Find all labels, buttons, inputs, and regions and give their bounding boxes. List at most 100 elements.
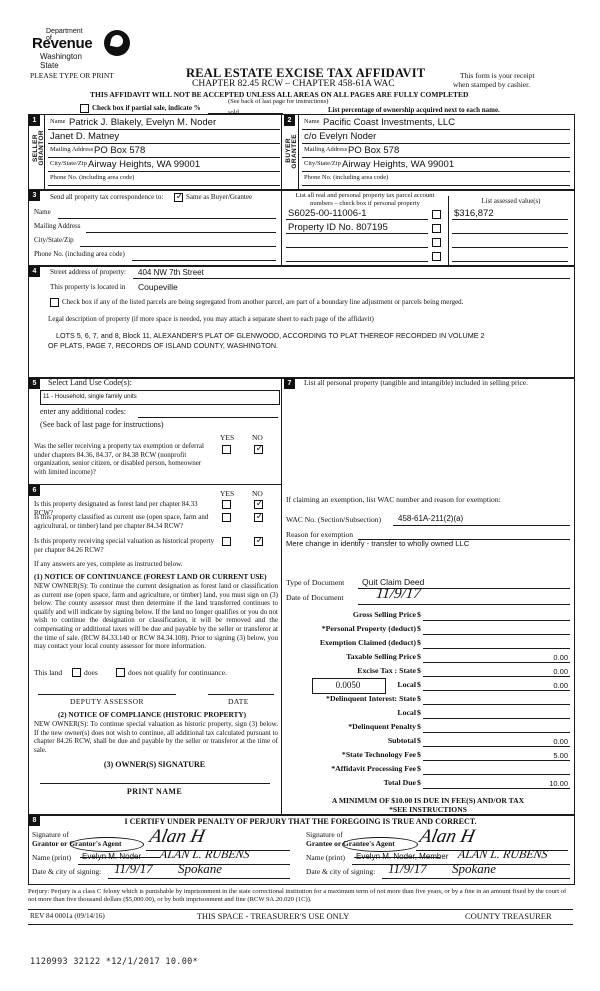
date-of-document-label: Date of Document — [286, 593, 344, 602]
row-label-state-technology-fee: *State Technology Fee — [341, 750, 416, 759]
grantee-name-handwritten: ALAN L. RUBENS — [457, 847, 549, 861]
additional-codes-label: enter any additional codes: — [40, 407, 126, 416]
seller-name-label: Name — [50, 118, 66, 125]
row-value-state-technology-fee[interactable]: 5.00 — [553, 751, 568, 760]
parcel-personal-checkbox-2[interactable] — [432, 224, 441, 233]
grantor-name-handwritten: ALAN L. RUBENS — [159, 847, 251, 861]
same-as-buyer-checkbox[interactable] — [174, 191, 184, 202]
legal-description-line1[interactable]: LOTS 5, 6, 7, and 8, Block 11, ALEXANDER… — [56, 331, 485, 340]
local-rate-field[interactable]: 0.0050 — [312, 678, 386, 694]
notice-compliance-title: (2) NOTICE OF COMPLIANCE (HISTORIC PROPE… — [58, 710, 247, 719]
row-value-total-due[interactable]: 10.00 — [549, 779, 568, 788]
wac-number-value[interactable]: 458-61A-211(2)(a) — [398, 514, 464, 523]
form-revision: REV 84 0001a (09/14/16) — [30, 912, 105, 920]
section6-no-header: NO — [252, 489, 263, 498]
corr-name-label: Name — [34, 208, 51, 216]
legal-description-label: Legal description of property (if more s… — [48, 315, 374, 323]
grantor-signature[interactable]: Alan H — [147, 826, 207, 847]
located-in-label: This property is located in — [50, 283, 126, 291]
grantee-date-value[interactable]: 11/9/17 — [388, 861, 427, 876]
row-value-excise-tax-state[interactable]: 0.00 — [553, 667, 568, 676]
row-label-excise-tax-state: Excise Tax : State — [357, 666, 416, 675]
grantor-date-value[interactable]: 11/9/17 — [114, 861, 153, 876]
forest-land-yes-checkbox[interactable] — [222, 500, 231, 509]
print-name-label: PRINT NAME — [126, 787, 183, 796]
form-subtitle: CHAPTER 82.45 RCW – CHAPTER 458-61A WAC — [192, 79, 395, 89]
local-rate-value: 0.0050 — [335, 680, 361, 690]
reason-for-exemption-value[interactable]: Mere change in identify - transfer to wh… — [286, 539, 470, 548]
land-use-code-field[interactable]: 11 - Household, single family units — [40, 390, 280, 405]
parcel-value-2[interactable]: Property ID No. 807195 — [288, 222, 388, 233]
seller-exemption-no-checkbox[interactable] — [254, 443, 264, 454]
row-label-personal-property: *Personal Property (deduct) — [321, 624, 416, 633]
row-label-delinquent-interest-local: Local — [397, 708, 416, 717]
grantor-city-value[interactable]: Spokane — [178, 861, 223, 876]
reason-for-exemption-label: Reason for exemption — [286, 530, 354, 539]
deputy-assessor-label: DEPUTY ASSESSOR — [70, 697, 144, 706]
seller-mailing-value[interactable]: PO Box 578 — [94, 145, 146, 156]
section6-yes-header: YES — [220, 489, 235, 498]
parcel-personal-checkbox-4[interactable] — [432, 252, 441, 261]
grantee-signature[interactable]: Alan H — [417, 826, 477, 847]
parcel-personal-checkbox-3[interactable] — [432, 238, 441, 247]
perjury-statement: Perjury: Perjury is a class C felony whi… — [28, 888, 567, 903]
historic-property-question: Is this property receiving special valua… — [34, 537, 215, 554]
forest-land-no-checkbox[interactable] — [254, 498, 264, 509]
does-not-label: does not qualify for continuance. — [128, 668, 227, 677]
row-value-subtotal[interactable]: 0.00 — [553, 737, 568, 746]
segregated-label: Check box if any of the listed parcels a… — [62, 298, 464, 306]
forest-land-question: Is this property designated as forest la… — [34, 500, 198, 517]
parcel-value-1[interactable]: S6025-00-11006-1 — [288, 208, 367, 219]
seller-exemption-yes-checkbox[interactable] — [222, 445, 231, 454]
historic-property-yes-checkbox[interactable] — [222, 537, 231, 546]
grantee-city-value[interactable]: Spokane — [452, 861, 497, 876]
historic-property-no-checkbox[interactable] — [254, 535, 264, 546]
grantor-name-label: Name (print) — [32, 853, 71, 862]
receipt-note-line1: This form is your receipt — [460, 71, 535, 80]
correspondence-intro: Send all property tax correspondence to: — [50, 193, 164, 201]
current-use-yes-checkbox[interactable] — [222, 513, 231, 522]
located-in-value[interactable]: Coupeville — [138, 282, 178, 292]
parcel-personal-checkbox-1[interactable] — [432, 210, 441, 219]
partial-sale-checkbox[interactable] — [80, 104, 89, 113]
row-value-excise-tax-local[interactable]: 0.00 — [553, 681, 568, 690]
grantee-signature-label-1: Signature of — [306, 830, 343, 839]
type-of-document-value[interactable]: Quit Claim Deed — [362, 577, 425, 587]
legal-description-line2[interactable]: OF PLATS, PAGE 7, RECORDS OF ISLAND COUN… — [48, 341, 279, 350]
buyer-mailing-value[interactable]: PO Box 578 — [348, 145, 400, 156]
row-label-delinquent-penalty: *Delinquent Penalty — [348, 722, 416, 731]
see-back-instructions-5: (See back of last page for instructions) — [40, 420, 164, 429]
row-value-taxable-selling-price[interactable]: 0.00 — [553, 653, 568, 662]
grantee-name-value[interactable]: Evelyn M. Noder, Member — [356, 852, 448, 861]
segregated-checkbox[interactable] — [50, 298, 59, 307]
seller-citystatezip-value[interactable]: Airway Heights, WA 99001 — [88, 159, 201, 170]
receipt-note-line2: when stamped by cashier. — [453, 80, 531, 89]
notice-continuance-title: (1) NOTICE OF CONTINUANCE (FOREST LAND O… — [34, 572, 267, 581]
buyer-grantee-label-2: GRANTEE — [291, 134, 298, 169]
seller-name-value[interactable]: Patrick J. Blakely, Evelyn M. Noder — [69, 117, 217, 128]
agency-line3: Washington State — [40, 52, 82, 70]
grantor-name-value[interactable]: Evelyn M. Noder — [82, 852, 141, 861]
land-does-not-qualify-checkbox[interactable] — [116, 668, 125, 677]
buyer-name-value-2[interactable]: c/o Evelyn Noder — [304, 131, 377, 142]
buyer-name-value[interactable]: Pacific Coast Investments, LLC — [323, 117, 455, 128]
does-label: does — [84, 668, 98, 677]
land-does-qualify-checkbox[interactable] — [72, 668, 81, 677]
minimum-due-line2: *SEE INSTRUCTIONS — [389, 805, 467, 814]
type-of-document-label: Type of Document — [286, 578, 345, 587]
corr-mailing-label: Mailing Address — [34, 222, 81, 230]
street-address-value[interactable]: 404 NW 7th Street — [138, 268, 204, 277]
section-2-number: 2 — [284, 115, 295, 126]
buyer-citystatezip-value[interactable]: Airway Heights, WA 99001 — [342, 159, 455, 170]
see-back-note: (See back of last page for instructions) — [228, 98, 329, 105]
current-use-no-checkbox[interactable] — [254, 511, 264, 522]
print-instruction: PLEASE TYPE OR PRINT — [30, 71, 114, 80]
seller-exemption-question: Was the seller receiving a property tax … — [34, 442, 204, 476]
date-of-document-value[interactable]: 11/9/17 — [375, 586, 422, 602]
grantee-agent-circle-mark — [342, 837, 418, 852]
assessed-value-1[interactable]: $316,872 — [454, 208, 494, 219]
grantee-name-label: Name (print) — [306, 853, 345, 862]
seller-name-value-2[interactable]: Janet D. Matney — [50, 131, 120, 142]
form-notice: THIS AFFIDAVIT WILL NOT BE ACCEPTED UNLE… — [90, 90, 469, 99]
wac-number-label: WAC No. (Section/Subsection) — [286, 515, 382, 524]
